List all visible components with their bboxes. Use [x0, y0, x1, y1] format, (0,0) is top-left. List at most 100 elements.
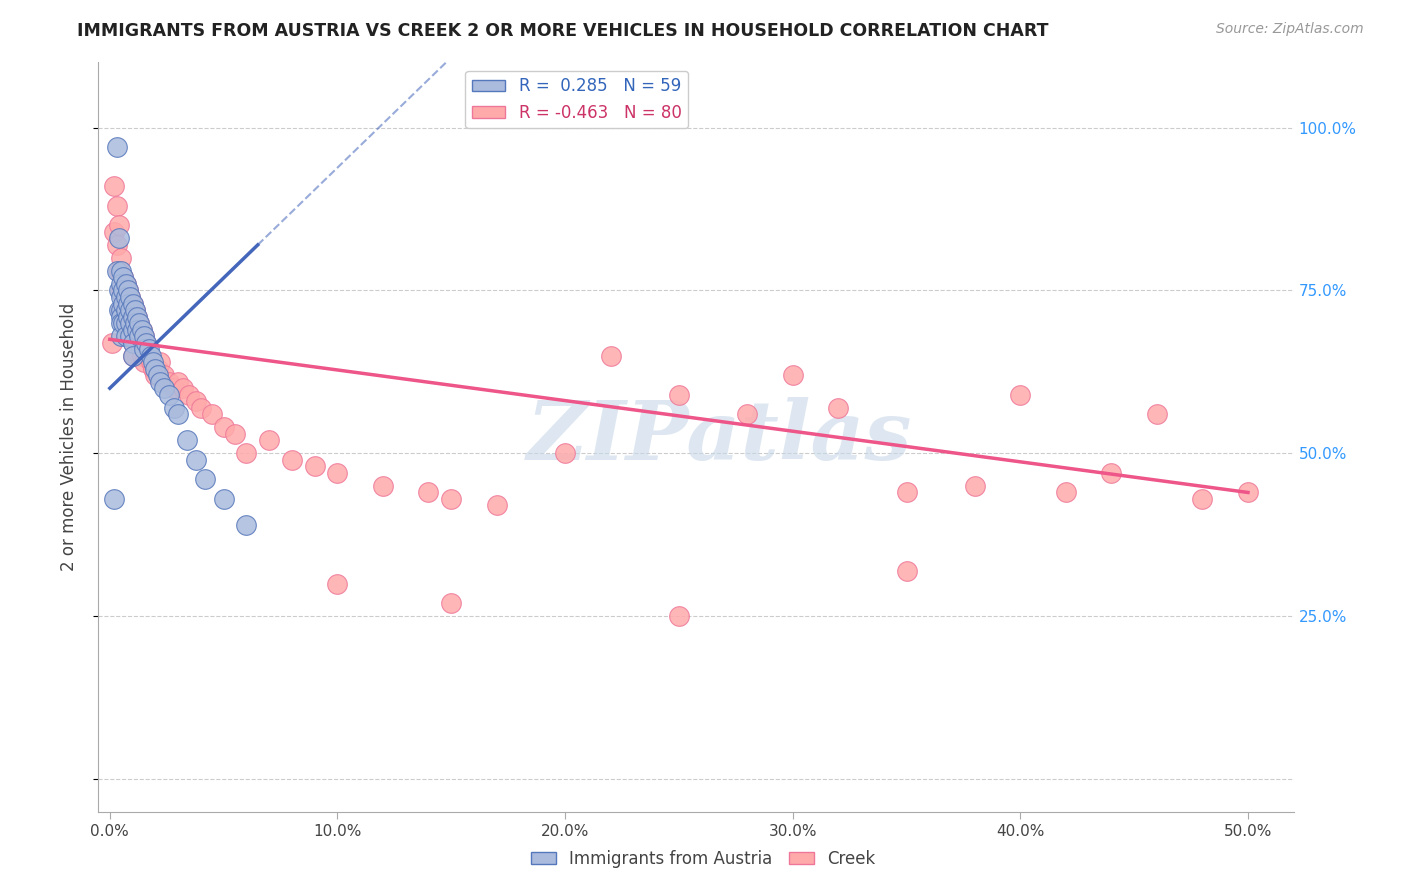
Point	[418, 485, 440, 500]
Point	[143, 361, 166, 376]
Point	[172, 381, 194, 395]
Point	[120, 329, 142, 343]
Point	[108, 219, 131, 233]
Point	[112, 270, 135, 285]
Point	[143, 368, 166, 383]
Point	[1237, 485, 1260, 500]
Point	[120, 329, 142, 343]
Point	[121, 349, 143, 363]
Point	[139, 349, 162, 363]
Point	[110, 277, 132, 291]
Point	[121, 310, 143, 324]
Point	[114, 316, 136, 330]
Point	[114, 290, 136, 304]
Point	[440, 596, 463, 610]
Point	[128, 329, 150, 343]
Point	[186, 453, 208, 467]
Point	[121, 296, 143, 310]
Point	[440, 491, 463, 506]
Point	[117, 322, 139, 336]
Point	[128, 316, 150, 330]
Point	[235, 446, 257, 460]
Point	[167, 375, 190, 389]
Point	[135, 335, 157, 350]
Point	[235, 518, 257, 533]
Point	[157, 375, 180, 389]
Point	[735, 407, 758, 421]
Point	[110, 303, 132, 318]
Point	[146, 361, 169, 376]
Point	[554, 446, 576, 460]
Point	[212, 491, 235, 506]
Point	[668, 388, 690, 402]
Point	[896, 485, 918, 500]
Point	[179, 388, 201, 402]
Point	[146, 368, 169, 383]
Point	[114, 277, 136, 291]
Point	[131, 322, 153, 336]
Point	[114, 277, 136, 291]
Point	[304, 459, 326, 474]
Point	[132, 329, 155, 343]
Point	[485, 499, 508, 513]
Point	[120, 290, 142, 304]
Point	[186, 394, 208, 409]
Point	[896, 564, 918, 578]
Point	[131, 349, 153, 363]
Point	[108, 284, 131, 298]
Point	[117, 284, 139, 298]
Point	[110, 284, 132, 298]
Point	[105, 199, 128, 213]
Point	[121, 322, 143, 336]
Point	[103, 179, 125, 194]
Point	[124, 316, 146, 330]
Point	[142, 361, 165, 376]
Point	[224, 426, 246, 441]
Point	[105, 140, 128, 154]
Point	[194, 472, 217, 486]
Point	[110, 264, 132, 278]
Point	[112, 284, 135, 298]
Point	[117, 303, 139, 318]
Point	[132, 329, 155, 343]
Point	[128, 335, 150, 350]
Point	[212, 420, 235, 434]
Point	[138, 349, 160, 363]
Point	[108, 303, 131, 318]
Point	[162, 401, 184, 415]
Point	[114, 296, 136, 310]
Point	[127, 322, 149, 336]
Text: Source: ZipAtlas.com: Source: ZipAtlas.com	[1216, 22, 1364, 37]
Point	[114, 329, 136, 343]
Point	[105, 238, 128, 252]
Point	[190, 401, 212, 415]
Point	[114, 303, 136, 318]
Point	[1099, 466, 1122, 480]
Point	[110, 303, 132, 318]
Point	[167, 407, 190, 421]
Point	[110, 251, 132, 265]
Point	[142, 355, 165, 369]
Point	[668, 609, 690, 624]
Point	[120, 310, 142, 324]
Point	[176, 434, 198, 448]
Point	[371, 479, 394, 493]
Point	[108, 264, 131, 278]
Point	[1054, 485, 1077, 500]
Point	[121, 316, 143, 330]
Point	[124, 322, 146, 336]
Text: ZIPatlas: ZIPatlas	[527, 397, 912, 477]
Point	[121, 296, 143, 310]
Point	[326, 466, 349, 480]
Point	[112, 290, 135, 304]
Point	[162, 381, 184, 395]
Point	[105, 264, 128, 278]
Point	[132, 342, 155, 356]
Point	[131, 322, 153, 336]
Point	[139, 355, 162, 369]
Point	[827, 401, 849, 415]
Point	[1010, 388, 1032, 402]
Legend: R =  0.285   N = 59, R = -0.463   N = 80: R = 0.285 N = 59, R = -0.463 N = 80	[465, 70, 688, 128]
Point	[117, 296, 139, 310]
Point	[103, 225, 125, 239]
